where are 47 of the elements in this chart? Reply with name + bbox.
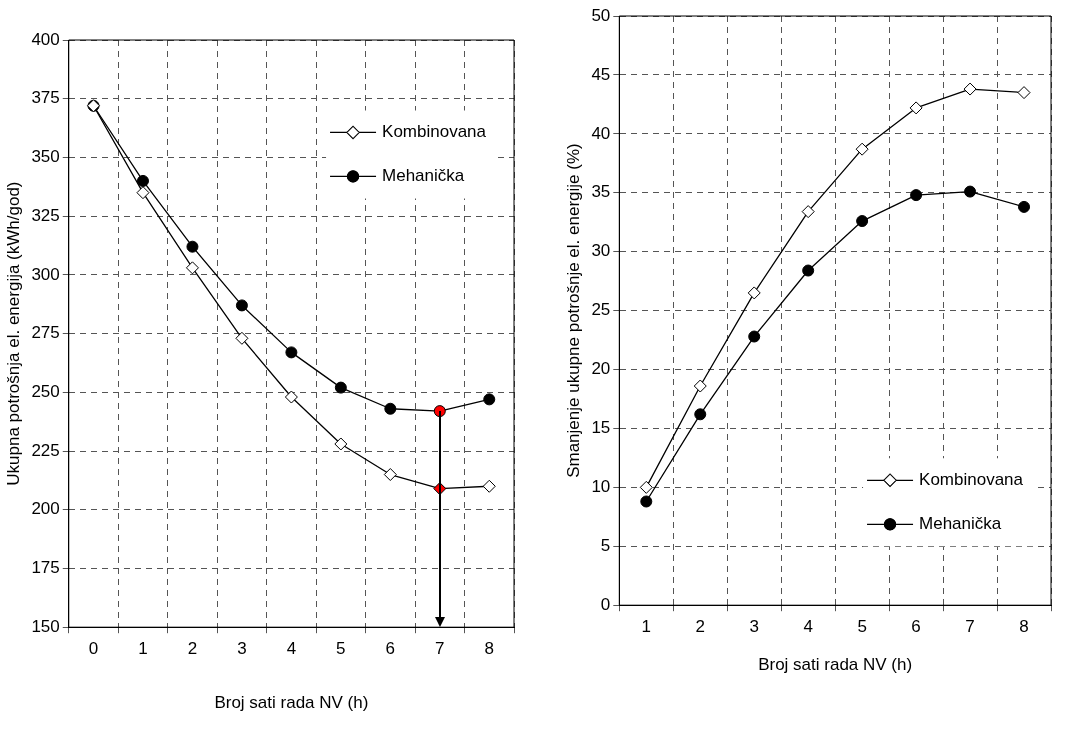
y-tick-label: 5	[600, 535, 611, 555]
y-tick-label: 150	[31, 616, 60, 636]
legend-label: Kombinovana	[919, 469, 1024, 489]
y-axis-title: Smanjenje ukupne potrošnje el. energije (%)	[563, 143, 583, 478]
y-tick-label: 30	[591, 241, 611, 261]
x-tick-label: 7	[435, 639, 445, 659]
y-tick-label: 275	[31, 323, 60, 343]
y-axis-title: Ukupna potrošnja el. energija (kWh/god)	[3, 181, 23, 486]
y-tick-label: 225	[31, 440, 60, 460]
x-tick-label: 0	[88, 639, 99, 659]
y-tick-label: 400	[31, 29, 60, 49]
legend-label: Mehanička	[919, 513, 1002, 533]
x-tick-label: 1	[138, 639, 148, 659]
x-tick-label: 2	[187, 639, 198, 659]
x-tick-label: 3	[237, 639, 247, 659]
y-tick-label: 325	[31, 205, 60, 225]
x-axis-title: Broj sati rada NV (h)	[214, 693, 369, 713]
x-tick-label: 7	[965, 617, 975, 637]
y-tick-label: 20	[591, 359, 611, 379]
legend-label: Mehanička	[382, 166, 465, 186]
x-tick-label: 3	[749, 617, 759, 637]
y-tick-label: 50	[591, 5, 611, 25]
x-tick-label: 8	[1019, 617, 1029, 637]
x-tick-label: 5	[336, 639, 346, 659]
y-tick-label: 300	[31, 264, 60, 284]
y-tick-label: 40	[591, 123, 611, 143]
x-tick-label: 6	[385, 639, 396, 659]
x-tick-label: 8	[484, 639, 494, 659]
y-tick-label: 45	[591, 64, 611, 84]
y-tick-label: 175	[31, 558, 60, 578]
x-tick-label: 4	[803, 617, 813, 637]
y-tick-label: 250	[31, 382, 60, 402]
y-tick-label: 15	[591, 418, 611, 438]
legend-label: Kombinovana	[382, 122, 487, 142]
y-tick-label: 35	[591, 182, 611, 202]
y-tick-label: 0	[600, 594, 611, 614]
y-tick-label: 350	[31, 147, 60, 167]
y-tick-label: 10	[591, 477, 611, 497]
x-tick-label: 4	[286, 639, 297, 659]
x-tick-label: 1	[641, 617, 652, 637]
y-tick-label: 25	[591, 300, 611, 320]
x-tick-label: 5	[857, 617, 867, 637]
x-tick-label: 2	[695, 617, 705, 637]
x-tick-label: 6	[911, 617, 921, 637]
y-tick-label: 200	[31, 499, 60, 519]
y-tick-label: 375	[31, 88, 60, 108]
x-axis-title: Broj sati rada NV (h)	[758, 655, 913, 675]
